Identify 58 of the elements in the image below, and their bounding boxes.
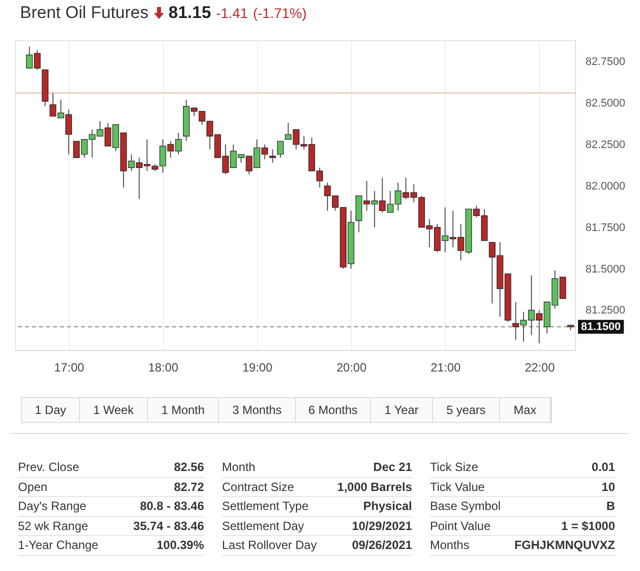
text: 82.56: [174, 459, 204, 476]
text: 1 Week: [80, 398, 148, 422]
candlestick: [269, 148, 276, 164]
text: 100.39%: [156, 537, 204, 554]
text: 1 Month: [148, 398, 219, 422]
text: -1.41: [216, 5, 248, 21]
text: 80.8 - 83.46: [140, 498, 204, 516]
y-tick-label: 82.5000: [586, 97, 626, 110]
text: B: [606, 498, 615, 516]
text: Last Rollover Day: [222, 537, 317, 554]
text: Base Symbol: [430, 498, 501, 516]
text: Dec 21: [373, 459, 412, 476]
x-tick-label: 20:00: [336, 360, 367, 374]
x-tick-label: 22:00: [524, 360, 556, 374]
text: Months: [430, 537, 470, 554]
text: Max: [500, 398, 551, 422]
text: Physical: [363, 498, 412, 516]
y-tick-label: 81.7500: [586, 222, 626, 234]
ref-line-label: 81.1500: [581, 320, 621, 333]
text: 1 Day: [22, 398, 80, 422]
text: Point Value: [430, 518, 490, 535]
text: Tick Value: [430, 478, 485, 496]
x-tick-label: 19:00: [242, 360, 273, 374]
text: 1 = $1000: [561, 518, 615, 535]
text: 1,000 Barrels: [337, 478, 412, 496]
text: 52 wk Range: [18, 518, 88, 535]
text: 1 Year: [371, 398, 433, 422]
text: (-1.71%): [252, 5, 307, 21]
chart-title: Brent Oil Futures: [20, 3, 148, 23]
y-tick-label: 82.2500: [586, 138, 626, 151]
text: Settlement Day: [222, 518, 304, 535]
x-tick-label: 21:00: [430, 360, 461, 374]
text: 10/29/2021: [352, 518, 412, 535]
text: Prev. Close: [18, 459, 80, 476]
text: 5 years: [433, 398, 500, 422]
x-tick-label: 18:00: [148, 360, 179, 374]
text: Open: [18, 478, 48, 496]
y-tick-label: 81.2500: [586, 304, 626, 317]
text: 6 Months: [296, 398, 371, 422]
y-tick-label: 82.0000: [586, 180, 626, 192]
text: Tick Size: [430, 459, 478, 476]
text: 1-Year Change: [18, 537, 98, 554]
text: 81.15: [168, 3, 212, 23]
candlestick: [277, 140, 284, 158]
y-tick-label: 81.5000: [586, 263, 626, 276]
text: 09/26/2021: [352, 537, 412, 554]
y-tick-label: 82.7500: [586, 56, 626, 68]
text: 82.72: [174, 478, 204, 496]
text: FGHJKMNQUVXZ: [514, 537, 615, 554]
text: 3 Months: [219, 398, 296, 422]
text: Settlement Type: [222, 498, 308, 516]
x-tick-label: 17:00: [54, 360, 84, 374]
text: 35.74 - 83.46: [133, 518, 204, 535]
text: Month: [222, 459, 256, 476]
text: Contract Size: [222, 478, 294, 496]
text: Day's Range: [18, 498, 86, 516]
text: 0.01: [592, 459, 615, 476]
text: 10: [602, 478, 615, 496]
